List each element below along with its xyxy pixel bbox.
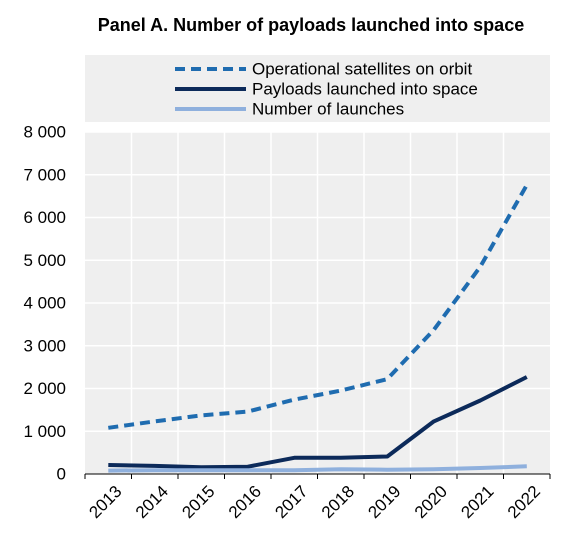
x-tick-label: 2016 [225,482,265,522]
grid-layer [85,131,550,474]
series-line-2 [108,375,528,470]
legend-label-2: Payloads launched into space [252,80,478,99]
x-tick-label: 2020 [411,482,451,522]
legend: Operational satellites on orbitPayloads … [175,60,478,119]
x-tick-label: 2018 [318,482,358,522]
series-layer [108,184,529,473]
legend-label-1: Operational satellites on orbit [252,60,472,79]
y-tick-label: 7 000 [23,165,66,184]
y-tick-label: 6 000 [23,208,66,227]
y-tick-label: 8 000 [23,123,66,142]
chart-title: Panel A. Number of payloads launched int… [98,15,524,35]
x-tick-label: 2019 [364,482,404,522]
legend-label-3: Number of launches [252,100,404,119]
x-tick-label: 2022 [504,482,544,522]
x-tick-label: 2021 [457,482,497,522]
legend-background [85,55,550,122]
y-tick-label: 3 000 [23,336,66,355]
x-tick-label: 2013 [85,482,125,522]
y-tick-label: 5 000 [23,251,66,270]
y-tick-label: 2 000 [23,379,66,398]
y-tick-label: 0 [57,465,66,484]
series-line-3 [108,464,527,473]
x-tick-label: 2015 [178,482,218,522]
y-tick-label: 1 000 [23,422,66,441]
y-tick-label: 4 000 [23,294,66,313]
series-line-1 [108,184,529,430]
x-tick-label: 2017 [271,482,311,522]
x-tick-label: 2014 [132,482,172,522]
